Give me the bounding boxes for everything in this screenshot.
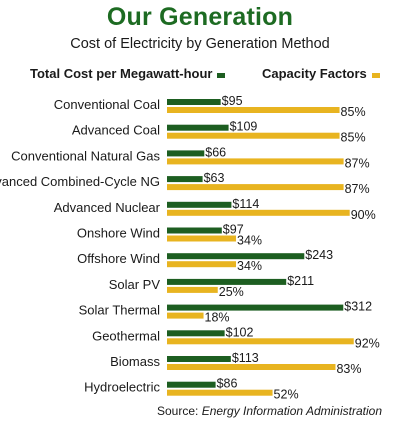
- capacity-value-geothermal: 92%: [355, 336, 380, 350]
- capacity-bar-solar-thermal: [167, 312, 204, 319]
- cost-value-conventional-natural-gas: $66: [205, 145, 226, 159]
- chart-subtitle: Cost of Electricity by Generation Method: [70, 36, 330, 52]
- cost-value-conventional-coal: $95: [222, 94, 243, 108]
- cost-bar-geothermal: [167, 330, 225, 337]
- category-label-conventional-natural-gas: Conventional Natural Gas: [11, 148, 160, 163]
- capacity-bar-onshore-wind: [167, 235, 237, 242]
- category-label-onshore-wind: Onshore Wind: [77, 226, 160, 241]
- cost-bar-advanced-combined-cycle-ng: [167, 176, 203, 183]
- cost-value-solar-pv: $211: [287, 274, 314, 288]
- category-label-offshore-wind: Offshore Wind: [77, 251, 160, 266]
- cost-value-advanced-combined-cycle-ng: $63: [204, 171, 225, 185]
- capacity-bar-geothermal: [167, 338, 354, 345]
- category-label-solar-thermal: Solar Thermal: [79, 303, 161, 318]
- cost-value-advanced-coal: $109: [230, 120, 258, 134]
- capacity-value-hydroelectric: 52%: [274, 388, 299, 402]
- cost-value-advanced-nuclear: $114: [232, 197, 259, 211]
- cost-bar-conventional-coal: [167, 99, 221, 105]
- capacity-value-advanced-nuclear: 90%: [351, 208, 376, 222]
- capacity-bar-advanced-nuclear: [167, 209, 350, 216]
- capacity-bar-hydroelectric: [167, 389, 273, 396]
- cost-bar-hydroelectric: [167, 381, 216, 388]
- source-label: Source:: [156, 404, 199, 418]
- capacity-bar-advanced-combined-cycle-ng: [167, 184, 344, 191]
- capacity-value-advanced-combined-cycle-ng: 87%: [345, 182, 370, 196]
- category-label-solar-pv: Solar PV: [109, 277, 161, 292]
- legend-cost-swatch: [217, 73, 226, 78]
- legend-capacity: Capacity Factors: [262, 66, 380, 81]
- legend-capacity-swatch: [371, 73, 380, 78]
- capacity-bar-biomass: [167, 364, 336, 370]
- category-label-advanced-nuclear: Advanced Nuclear: [54, 200, 161, 215]
- cost-value-onshore-wind: $97: [223, 223, 244, 237]
- cost-bar-onshore-wind: [167, 227, 222, 234]
- chart-title: Our Generation: [106, 3, 294, 31]
- cost-value-hydroelectric: $86: [217, 377, 238, 391]
- source-name: Energy Information Administration: [201, 404, 382, 418]
- category-label-geothermal: Geothermal: [92, 328, 160, 343]
- capacity-value-conventional-coal: 85%: [341, 105, 366, 119]
- cost-value-offshore-wind: $243: [305, 248, 333, 262]
- cost-bar-solar-pv: [167, 278, 287, 285]
- cost-bar-conventional-natural-gas: [167, 150, 205, 157]
- capacity-value-biomass: 83%: [336, 362, 361, 376]
- capacity-bar-conventional-coal: [167, 107, 340, 113]
- cost-bar-advanced-coal: [167, 124, 229, 131]
- capacity-value-advanced-coal: 85%: [341, 131, 366, 145]
- cost-value-geothermal: $102: [226, 325, 254, 339]
- capacity-bar-advanced-coal: [167, 132, 340, 139]
- category-label-advanced-coal: Advanced Coal: [72, 123, 160, 138]
- cost-bar-advanced-nuclear: [167, 201, 232, 208]
- capacity-value-onshore-wind: 34%: [237, 234, 262, 248]
- cost-bar-offshore-wind: [167, 253, 305, 260]
- legend-cost: Total Cost per Megawatt-hour: [30, 66, 226, 81]
- capacity-value-offshore-wind: 34%: [237, 259, 262, 273]
- capacity-bar-solar-pv: [167, 286, 218, 293]
- cost-value-solar-thermal: $312: [344, 300, 372, 314]
- capacity-value-conventional-natural-gas: 87%: [345, 156, 370, 170]
- cost-bar-biomass: [167, 356, 231, 362]
- legend-cost-label: Total Cost per Megawatt-hour: [30, 66, 213, 81]
- capacity-value-solar-pv: 25%: [219, 285, 244, 299]
- category-label-hydroelectric: Hydroelectric: [84, 380, 160, 395]
- cost-value-biomass: $113: [232, 351, 259, 365]
- category-label-advanced-combined-cycle-ng: Advanced Combined-Cycle NG: [0, 174, 160, 189]
- legend-capacity-label: Capacity Factors: [262, 66, 367, 81]
- cost-bar-solar-thermal: [167, 304, 344, 311]
- capacity-bar-conventional-natural-gas: [167, 158, 344, 165]
- category-label-conventional-coal: Conventional Coal: [54, 97, 160, 112]
- capacity-bar-offshore-wind: [167, 261, 237, 268]
- category-label-biomass: Biomass: [110, 354, 160, 369]
- source-note: Source: Energy Information Administratio…: [157, 404, 382, 418]
- capacity-value-solar-thermal: 18%: [205, 311, 230, 325]
